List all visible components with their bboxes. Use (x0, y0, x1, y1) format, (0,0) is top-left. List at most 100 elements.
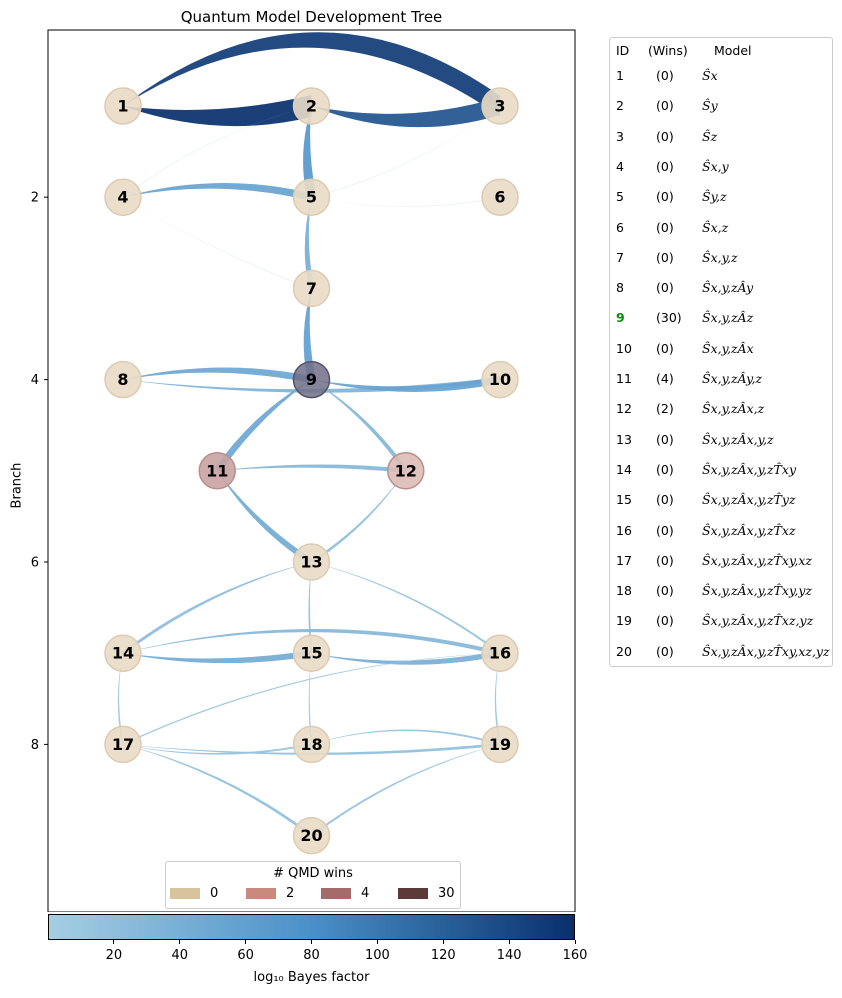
plot-title: Quantum Model Development Tree (180, 8, 443, 26)
legend-model: Ŝx,y,zÂy,z (702, 371, 763, 386)
legend-id: 19 (616, 613, 632, 629)
edge-11-12 (217, 464, 406, 473)
legend-row-19: 19 (0) Ŝx,y,zÂx,y,zT̂xz,yz (616, 613, 828, 633)
node-12[interactable]: 12 (387, 452, 425, 490)
legend-wins: (0) (656, 431, 674, 447)
node-label-5: 5 (306, 188, 317, 207)
node-circle-5 (292, 178, 331, 216)
legend-id: 3 (616, 128, 624, 144)
node-label-20: 20 (300, 826, 322, 845)
node-label-7: 7 (306, 279, 317, 298)
node-label-12: 12 (395, 461, 417, 480)
legend-row-8: 8 (0) Ŝx,y,zÂy (616, 280, 828, 300)
node-8[interactable]: 8 (104, 360, 142, 399)
wins-swatch-2 (246, 888, 276, 899)
node-circle-9 (292, 360, 331, 399)
legend-wins: (0) (656, 613, 674, 629)
edge-16-19 (494, 653, 501, 745)
node-5[interactable]: 5 (292, 178, 331, 216)
node-19[interactable]: 19 (481, 725, 519, 764)
legend-wins: (0) (656, 461, 674, 477)
legend-wins: (0) (656, 189, 674, 205)
edge-7-9 (303, 288, 316, 380)
node-label-13: 13 (300, 553, 322, 572)
wins-label-2: 2 (286, 886, 295, 901)
node-2[interactable]: 2 (292, 87, 331, 125)
legend-wins: (30) (656, 310, 682, 326)
colorbar-tick-line-140 (508, 940, 510, 944)
edge-17-19 (123, 743, 500, 755)
colorbar-tick-line-40 (179, 940, 181, 944)
node-label-8: 8 (117, 370, 128, 389)
node-16[interactable]: 16 (481, 634, 519, 672)
edge-8-9 (123, 367, 312, 384)
wins-label-30: 30 (438, 886, 455, 901)
node-20[interactable]: 20 (292, 816, 331, 855)
y-tick-label-2: 2 (31, 191, 39, 206)
colorbar-tick-line-60 (245, 940, 247, 944)
node-7[interactable]: 7 (292, 269, 331, 308)
legend-model: Ŝx,y,zÂx,y,zT̂yz (702, 492, 796, 508)
node-circle-13 (292, 543, 331, 581)
colorbar-tick-line-120 (442, 940, 444, 944)
node-circle-1 (104, 87, 142, 125)
node-label-3: 3 (494, 97, 505, 116)
node-circle-16 (481, 634, 519, 672)
legend-model: Ŝx (702, 68, 718, 83)
legend-row-7: 7 (0) Ŝx,y,z (616, 250, 828, 270)
colorbar-tick-line-100 (376, 940, 378, 944)
node-3[interactable]: 3 (481, 87, 519, 125)
legend-wins: (0) (656, 158, 674, 174)
legend-id: 8 (616, 280, 624, 296)
node-17[interactable]: 17 (104, 725, 142, 764)
legend-model: Ŝx,y,z (702, 249, 738, 265)
legend-row-15: 15 (0) Ŝx,y,zÂx,y,zT̂yz (616, 492, 828, 512)
colorbar-tick-label-20: 20 (105, 948, 123, 963)
edge-15-16 (311, 650, 500, 665)
wins-label-0: 0 (210, 886, 219, 901)
node-circle-6 (481, 178, 519, 216)
node-label-10: 10 (489, 370, 511, 389)
legend-id: 4 (616, 158, 624, 174)
legend-model: Ŝz (702, 128, 718, 144)
node-14[interactable]: 14 (104, 634, 142, 672)
node-13[interactable]: 13 (292, 543, 331, 581)
colorbar-tick-line-20 (113, 940, 115, 944)
node-10[interactable]: 10 (481, 360, 519, 399)
node-15[interactable]: 15 (292, 634, 331, 672)
node-1[interactable]: 1 (104, 87, 142, 125)
node-18[interactable]: 18 (292, 725, 331, 764)
legend-model: Ŝx,y,zÂx,y,zT̂xy,yz (702, 583, 812, 599)
legend-id: 5 (616, 189, 624, 205)
node-6[interactable]: 6 (481, 178, 519, 216)
wins-swatch-30 (398, 888, 428, 899)
colorbar-tick-label-40: 40 (171, 948, 189, 963)
legend-model: Ŝx,y,zÂx,y,zT̂xz (702, 522, 796, 538)
legend-model: Ŝx,y,zÂx,y,zT̂xy,xz (702, 552, 812, 568)
node-4[interactable]: 4 (104, 178, 142, 216)
node-label-16: 16 (489, 644, 511, 663)
edge-4-5 (123, 182, 312, 201)
node-label-1: 1 (117, 97, 128, 116)
legend-model: Ŝx,y,zÂx,y,zT̂xz,yz (702, 613, 814, 629)
node-circle-7 (292, 269, 331, 308)
legend-wins: (0) (656, 340, 674, 356)
legend-id: 11 (616, 371, 632, 386)
node-label-11: 11 (206, 461, 228, 480)
legend-row-6: 6 (0) Ŝx,z (616, 220, 828, 240)
legend-id: 9 (616, 310, 625, 326)
legend-id: 13 (616, 431, 632, 447)
legend-wins: (0) (656, 522, 674, 538)
legend-wins: (0) (656, 280, 674, 296)
node-label-2: 2 (306, 97, 317, 116)
node-label-19: 19 (489, 735, 511, 754)
node-11[interactable]: 11 (198, 452, 236, 490)
legend-model: Ŝx,z (702, 219, 729, 235)
colorbar (48, 914, 575, 940)
node-circle-19 (481, 725, 519, 764)
legend-wins: (0) (656, 128, 674, 144)
node-9[interactable]: 9 (292, 360, 331, 399)
node-label-4: 4 (117, 188, 128, 207)
